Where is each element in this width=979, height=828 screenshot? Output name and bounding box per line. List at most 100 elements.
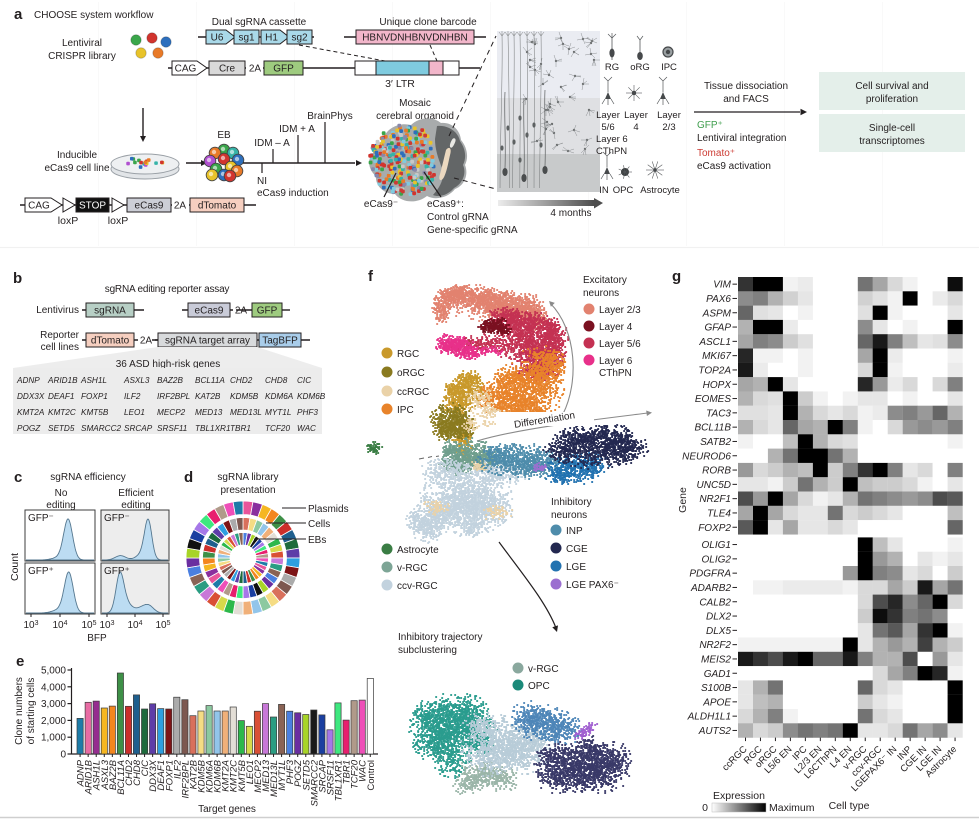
svg-text:Efficient: Efficient xyxy=(118,488,154,499)
svg-text:AUTS2: AUTS2 xyxy=(698,726,732,737)
svg-text:proliferation: proliferation xyxy=(866,94,918,105)
svg-text:NR2F1: NR2F1 xyxy=(699,494,731,505)
svg-text:EBs: EBs xyxy=(308,535,326,546)
svg-text:BAZ2B: BAZ2B xyxy=(108,759,119,790)
svg-text:ILF2: ILF2 xyxy=(172,759,183,779)
svg-text:Mosaic: Mosaic xyxy=(399,98,431,109)
svg-text:ALDH1L1: ALDH1L1 xyxy=(687,712,731,723)
svg-text:loxP: loxP xyxy=(58,215,78,227)
svg-text:DDX3X: DDX3X xyxy=(17,392,45,401)
svg-text:and FACS: and FACS xyxy=(723,94,769,105)
svg-text:cell lines: cell lines xyxy=(41,342,79,353)
svg-text:INP: INP xyxy=(566,526,583,537)
svg-text:Cell survival and: Cell survival and xyxy=(855,81,928,92)
svg-text:0: 0 xyxy=(60,750,66,761)
svg-text:Maximum: Maximum xyxy=(769,802,815,814)
svg-text:Inhibitory trajectory: Inhibitory trajectory xyxy=(398,632,482,643)
svg-text:2/3: 2/3 xyxy=(662,122,675,133)
svg-text:SETD5: SETD5 xyxy=(301,759,312,790)
svg-text:KMT2A: KMT2A xyxy=(221,760,232,792)
svg-text:TBR1: TBR1 xyxy=(342,760,353,784)
svg-text:MED13: MED13 xyxy=(195,408,223,417)
svg-text:ARID1B: ARID1B xyxy=(47,376,78,385)
svg-text:CHD8: CHD8 xyxy=(265,376,288,385)
svg-text:DEAF1: DEAF1 xyxy=(156,760,167,791)
svg-text:Layer 4: Layer 4 xyxy=(599,322,633,333)
svg-text:2A: 2A xyxy=(140,336,153,347)
svg-text:PDGFRA: PDGFRA xyxy=(689,569,731,580)
svg-text:POGZ: POGZ xyxy=(17,424,41,433)
svg-text:KDM6B: KDM6B xyxy=(213,759,224,792)
svg-text:EB: EB xyxy=(217,130,231,141)
svg-text:103: 103 xyxy=(99,620,114,631)
svg-text:CIC: CIC xyxy=(140,760,151,777)
svg-text:ARID1B: ARID1B xyxy=(84,759,95,795)
svg-text:dTomato: dTomato xyxy=(198,201,237,212)
svg-text:d: d xyxy=(184,469,193,486)
svg-text:FOXP1: FOXP1 xyxy=(164,760,175,791)
svg-text:Cell type: Cell type xyxy=(829,800,870,812)
svg-text:36 ASD high-risk genes: 36 ASD high-risk genes xyxy=(116,359,221,370)
svg-text:BCL11B: BCL11B xyxy=(694,423,731,434)
svg-text:MECP2: MECP2 xyxy=(157,408,186,417)
svg-text:ILF2: ILF2 xyxy=(124,392,141,401)
svg-text:BAZ2B: BAZ2B xyxy=(157,376,183,385)
svg-text:Dual sgRNA cassette: Dual sgRNA cassette xyxy=(212,17,307,28)
svg-text:KAT2B: KAT2B xyxy=(195,392,221,401)
svg-text:GFP⁺: GFP⁺ xyxy=(28,566,54,577)
svg-text:OPC: OPC xyxy=(528,681,550,692)
svg-text:POGZ: POGZ xyxy=(293,759,304,787)
svg-text:eCas9 cell line: eCas9 cell line xyxy=(44,163,109,174)
svg-text:CThPN: CThPN xyxy=(596,146,627,157)
svg-text:Control gRNA: Control gRNA xyxy=(427,212,489,223)
svg-text:4 months: 4 months xyxy=(550,208,591,219)
svg-text:Tomato⁺: Tomato⁺ xyxy=(697,148,735,159)
svg-text:cerebral organoid: cerebral organoid xyxy=(376,111,454,122)
svg-text:MKI67: MKI67 xyxy=(702,351,731,362)
svg-text:0: 0 xyxy=(702,802,708,814)
svg-text:v-RGC: v-RGC xyxy=(397,563,428,574)
svg-text:2A: 2A xyxy=(249,64,262,75)
svg-text:eCas9⁺:: eCas9⁺: xyxy=(427,199,464,210)
svg-text:SATB2: SATB2 xyxy=(700,437,731,448)
svg-text:104: 104 xyxy=(127,620,142,631)
svg-text:RORB: RORB xyxy=(702,466,731,477)
svg-text:Astrocyte: Astrocyte xyxy=(397,545,439,556)
svg-text:KDM6A: KDM6A xyxy=(265,392,294,401)
svg-text:PHF3: PHF3 xyxy=(285,759,296,784)
svg-text:WAC: WAC xyxy=(358,760,369,782)
svg-text:eCas9: eCas9 xyxy=(135,201,164,212)
svg-text:DEAF1: DEAF1 xyxy=(48,392,74,401)
svg-text:MEIS2: MEIS2 xyxy=(701,654,731,665)
svg-text:Tissue dissociation: Tissue dissociation xyxy=(704,81,788,92)
svg-text:2A: 2A xyxy=(235,306,248,317)
svg-text:MYT1L: MYT1L xyxy=(277,760,288,791)
svg-text:SRCAP: SRCAP xyxy=(317,759,328,792)
svg-text:KDM5B: KDM5B xyxy=(230,392,259,401)
svg-text:FOXP2: FOXP2 xyxy=(698,523,731,534)
svg-text:Layer: Layer xyxy=(596,110,620,121)
svg-text:Count: Count xyxy=(9,553,21,581)
svg-text:TCF20: TCF20 xyxy=(265,424,290,433)
svg-text:4: 4 xyxy=(633,122,638,133)
svg-text:f: f xyxy=(368,268,374,285)
svg-text:LEO1: LEO1 xyxy=(245,760,256,784)
svg-text:ccv-RGC: ccv-RGC xyxy=(397,581,438,592)
svg-text:KMT2A: KMT2A xyxy=(17,408,45,417)
svg-text:PHF3: PHF3 xyxy=(297,408,318,417)
svg-text:4,000: 4,000 xyxy=(41,682,66,693)
svg-text:U6: U6 xyxy=(211,33,224,44)
svg-text:ADNP: ADNP xyxy=(76,759,87,787)
svg-text:sgRNA target array: sgRNA target array xyxy=(165,336,250,347)
svg-text:SMARCC2: SMARCC2 xyxy=(81,424,121,433)
svg-text:sgRNA efficiency: sgRNA efficiency xyxy=(50,472,125,483)
svg-text:Cells: Cells xyxy=(308,519,330,530)
svg-text:dTomato: dTomato xyxy=(91,336,130,347)
svg-text:Control: Control xyxy=(366,760,377,791)
svg-text:KAT2B: KAT2B xyxy=(188,759,199,789)
svg-text:WAC: WAC xyxy=(297,424,316,433)
svg-text:GFP⁻: GFP⁻ xyxy=(104,513,130,524)
svg-text:GFP⁺: GFP⁺ xyxy=(697,120,723,131)
svg-text:ccRGC: ccRGC xyxy=(397,387,429,398)
svg-text:UNC5D: UNC5D xyxy=(697,480,731,491)
